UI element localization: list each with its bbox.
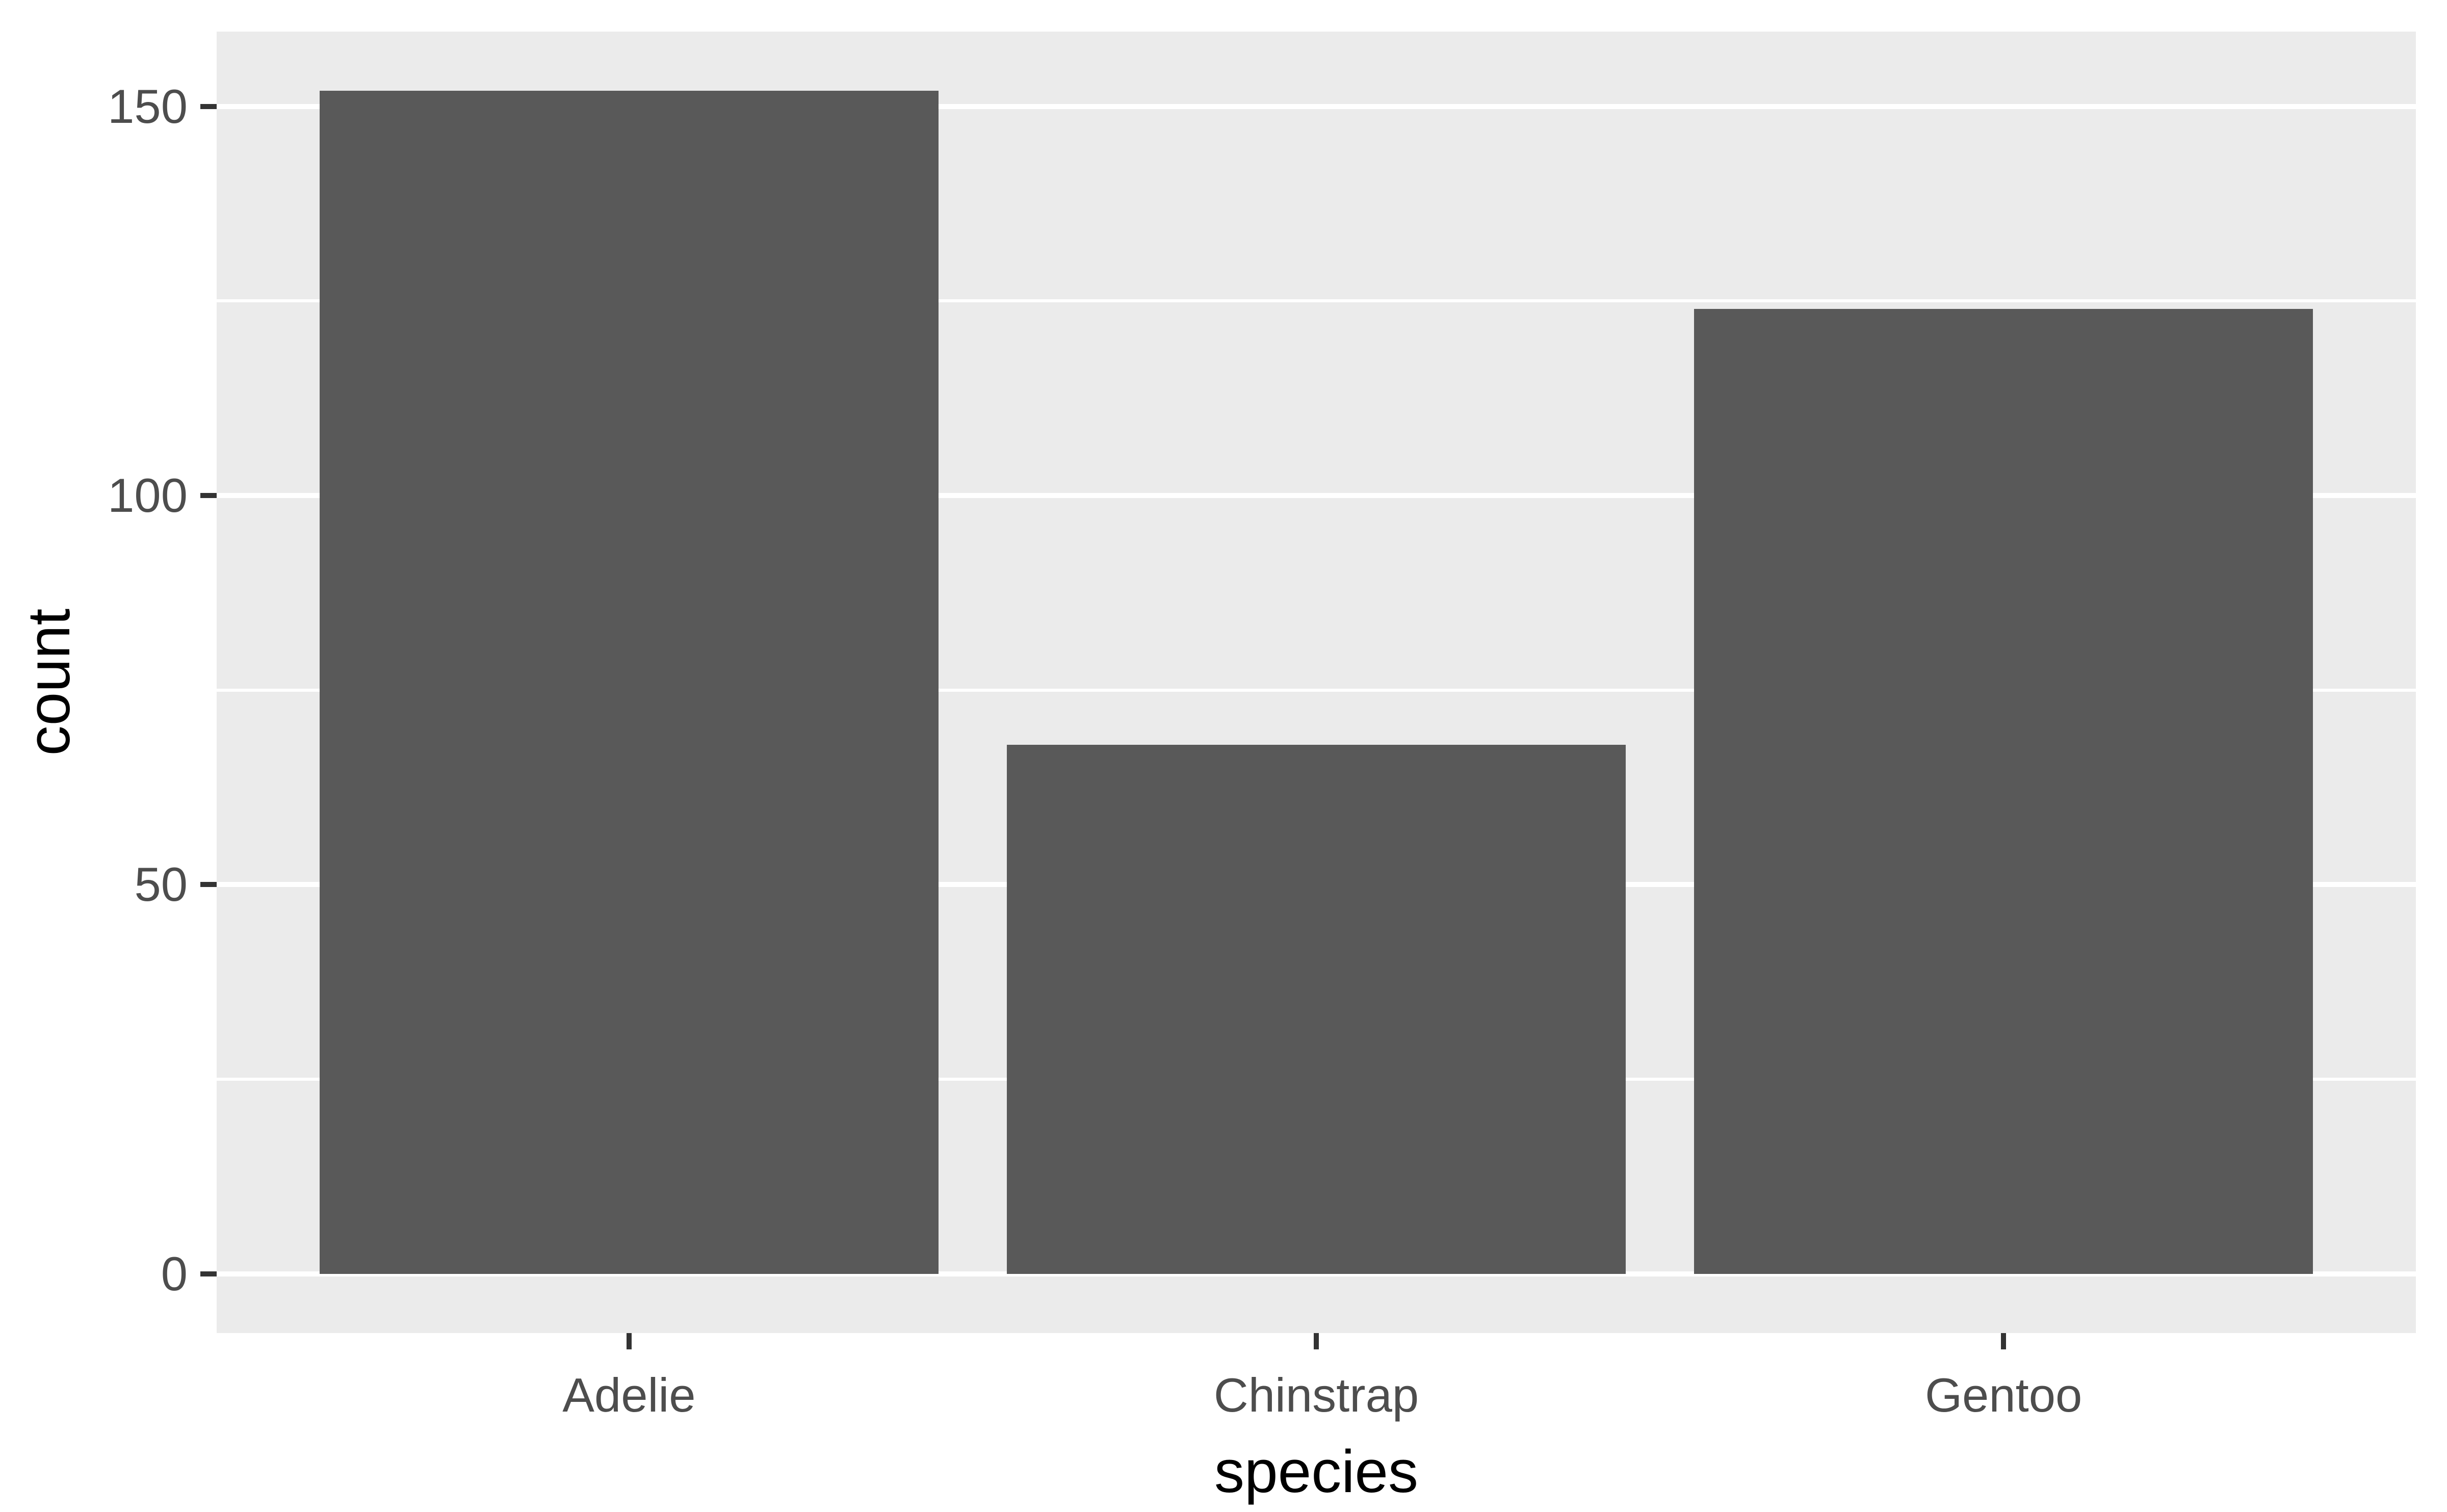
y-tick-mark bbox=[200, 1271, 217, 1276]
y-tick-mark bbox=[200, 882, 217, 888]
gridline-minor bbox=[217, 688, 2416, 692]
x-tick-label: Gentoo bbox=[1924, 1368, 2082, 1422]
bar-gentoo bbox=[1694, 308, 2313, 1274]
gridline-major bbox=[217, 103, 2416, 109]
y-tick-label: 0 bbox=[161, 1246, 188, 1300]
x-axis-title: species bbox=[1214, 1438, 1419, 1505]
bar-chinstrap bbox=[1007, 744, 1626, 1274]
x-tick-label: Adelie bbox=[562, 1368, 696, 1422]
y-tick-label: 150 bbox=[108, 79, 188, 133]
x-tick-mark bbox=[626, 1333, 632, 1349]
gridline-major bbox=[217, 493, 2416, 499]
y-axis-title: count bbox=[15, 608, 83, 756]
x-tick-mark bbox=[2001, 1333, 2007, 1349]
plot-panel bbox=[217, 32, 2416, 1333]
y-tick-label: 50 bbox=[134, 857, 188, 911]
y-tick-mark bbox=[200, 103, 217, 109]
y-tick-mark bbox=[200, 493, 217, 499]
gridline-minor bbox=[217, 299, 2416, 303]
y-tick-label: 100 bbox=[108, 468, 188, 523]
x-tick-mark bbox=[1314, 1333, 1319, 1349]
gridline-major bbox=[217, 1271, 2416, 1276]
bar-adelie bbox=[320, 91, 939, 1274]
x-tick-label: Chinstrap bbox=[1213, 1368, 1419, 1422]
